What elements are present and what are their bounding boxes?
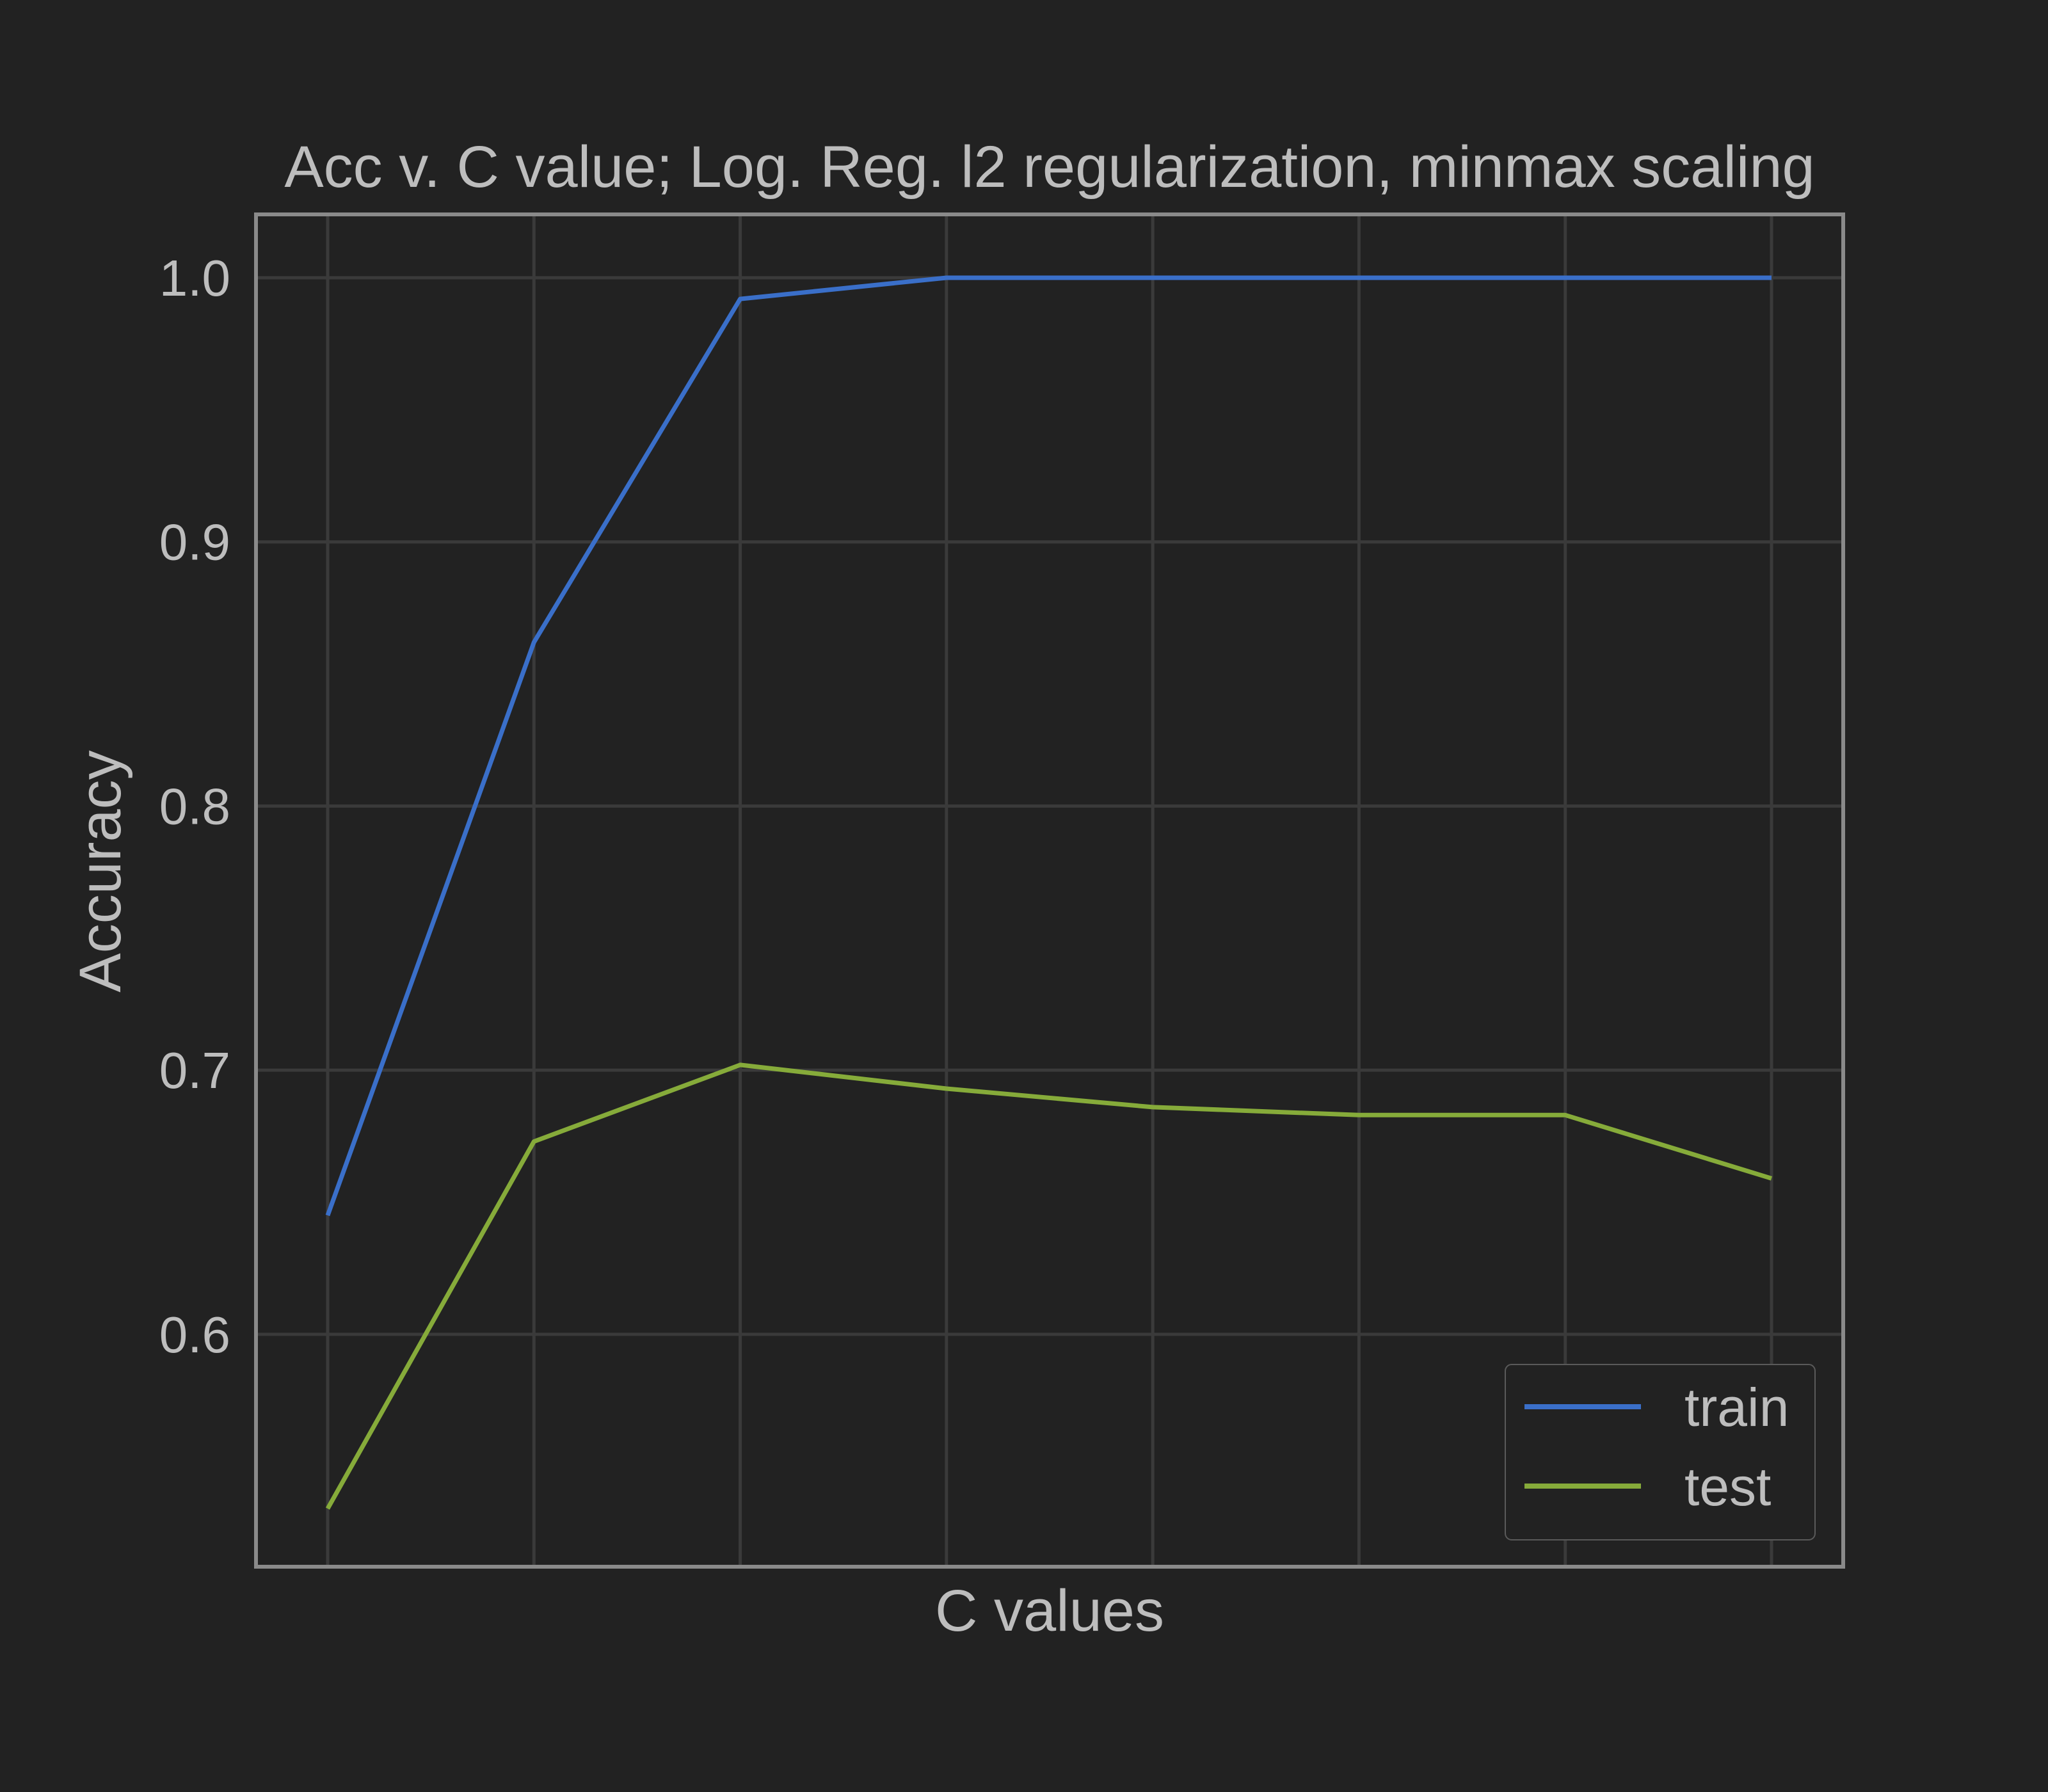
series-line-test — [325, 1062, 1773, 1510]
y-tick-label: 0.8 — [159, 778, 230, 835]
y-tick-label: 0.9 — [159, 514, 230, 571]
legend-label-test: test — [1684, 1457, 1771, 1517]
y-axis-label: Accuracy — [68, 750, 133, 992]
grid-lines — [256, 214, 1843, 1567]
y-tick-labels: 0.6 0.7 0.8 0.9 1.0 — [159, 250, 230, 1363]
series-line-train — [325, 275, 1772, 1217]
y-tick-label: 0.6 — [159, 1306, 230, 1363]
y-tick-label: 0.7 — [159, 1042, 230, 1099]
series-lines — [325, 275, 1773, 1510]
axes-frame — [254, 212, 1845, 1569]
x-axis-label: C values — [935, 1578, 1164, 1644]
chart-title: Acc v. C value; Log. Reg. l2 regularizat… — [284, 134, 1814, 200]
legend-label-train: train — [1684, 1377, 1789, 1437]
legend: train test — [1505, 1364, 1816, 1540]
y-tick-label: 1.0 — [159, 250, 230, 307]
